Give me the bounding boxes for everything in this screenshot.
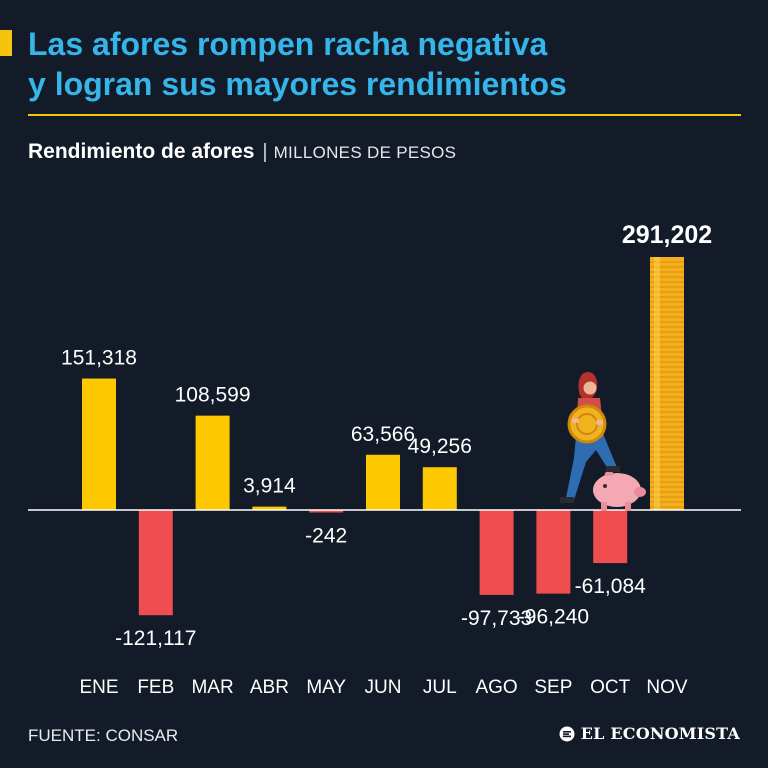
brand-e-icon [559,726,575,741]
woman-holding-coin-illustration [560,372,646,511]
value-label-ene: 151,318 [61,347,137,370]
piggy-bank-icon [593,465,646,511]
bar-may [309,510,344,513]
bar-sep [536,510,571,594]
page-title-line-1: Las afores rompen racha negativa [28,26,548,62]
value-label-jun: 63,566 [351,423,415,446]
month-label-oct: OCT [590,677,631,698]
page-title: Las afores rompen racha negativa y logra… [28,24,758,104]
source-note: FUENTE: CONSAR [28,726,179,745]
bar-oct [593,510,628,564]
bar-feb [138,510,173,616]
month-label-sep: SEP [534,677,572,698]
bar-nov [650,257,684,510]
title-accent-mark [0,30,12,56]
month-label-mar: MAR [191,677,233,698]
title-divider [28,114,741,116]
bar-jul [422,467,457,510]
value-label-nov: 291,202 [622,221,712,249]
month-label-jul: JUL [423,677,457,698]
chart-unit: MILLONES DE PESOS [273,143,457,162]
bar-ago [479,510,514,595]
labels-group: 151,318 ENE -121,117 FEB 108,599 MAR 3,914 ABR -… [61,221,712,698]
month-label-feb: FEB [137,677,174,698]
bar-jun [366,454,400,510]
chart-subtitle: Rendimiento de afores | MILLONES DE PESOS [28,140,456,164]
bar-ene [82,378,116,510]
chart-title: Rendimiento de afores [28,140,255,163]
month-label-ago: AGO [475,677,517,698]
month-label-nov: NOV [646,677,688,698]
value-label-ago: -97,733 [461,607,532,630]
value-label-sep: -96,240 [518,606,589,629]
bar-mar [195,415,230,510]
brand-logo: EL ECONOMISTA [559,724,740,743]
page-title-line-2: y logran sus mayores rendimientos [28,66,567,102]
brand-name: EL ECONOMISTA [580,724,740,743]
value-label-jul: 49,256 [408,435,472,458]
month-label-ene: ENE [79,677,118,698]
value-label-oct: -61,084 [575,575,647,598]
value-label-may: -242 [305,525,347,548]
month-label-may: MAY [306,677,346,698]
bar-abr [252,506,287,510]
value-label-mar: 108,599 [175,384,251,407]
value-label-feb: -121,117 [115,627,196,650]
value-label-abr: 3,914 [243,475,296,498]
woman-figure [560,372,620,503]
month-label-jun: JUN [365,677,402,698]
subtitle-separator: | [262,141,268,163]
bars-group [82,257,684,616]
month-label-abr: ABR [250,677,289,698]
